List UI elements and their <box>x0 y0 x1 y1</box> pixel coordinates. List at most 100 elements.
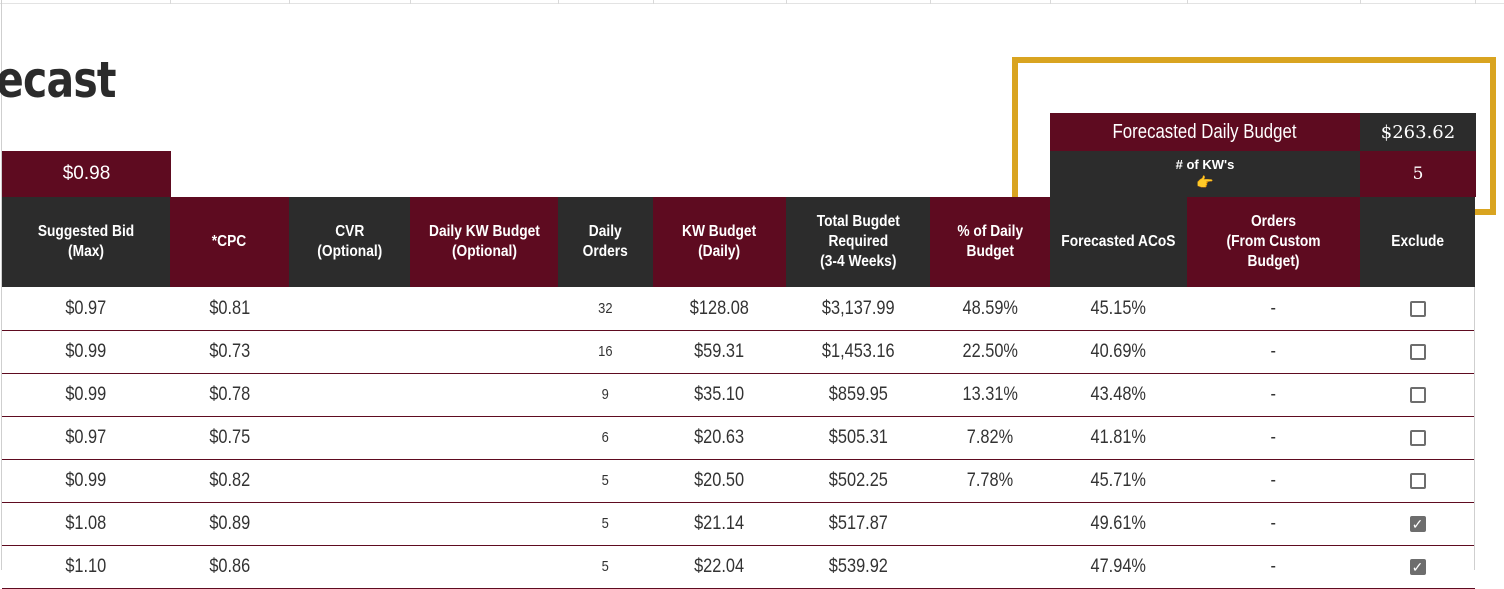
cell-cpc[interactable]: $0.75 <box>209 426 250 448</box>
cell-cvr[interactable] <box>289 287 410 330</box>
cell-bid[interactable]: $0.97 <box>65 426 107 448</box>
cell-kwb[interactable]: $21.14 <box>694 512 745 534</box>
cell-kwb[interactable]: $59.31 <box>694 340 745 362</box>
cell-pct[interactable]: 7.78% <box>966 469 1014 491</box>
table-row: $0.99 $0.78 9 $35.10 $859.95 13.31% 43.48% - <box>2 373 1475 416</box>
cell-orders[interactable]: 16 <box>598 343 613 360</box>
cell-dkb[interactable] <box>410 287 558 330</box>
cell-exclude <box>1360 459 1475 502</box>
cell-dkb[interactable] <box>410 459 558 502</box>
cell-cvr[interactable] <box>289 459 410 502</box>
cell-cpc[interactable]: $0.81 <box>209 297 250 319</box>
cell-acos[interactable]: 47.94% <box>1090 555 1147 577</box>
cell-dkb[interactable] <box>410 330 558 373</box>
cell-acos[interactable]: 49.61% <box>1090 512 1147 534</box>
cell-bid[interactable]: $0.99 <box>65 383 107 405</box>
table-row: $1.10 $0.86 5 $22.04 $539.92 47.94% - ✓ <box>2 545 1475 588</box>
table-row: $0.97 $0.81 32 $128.08 $3,137.99 48.59% 45.15%… <box>2 287 1475 330</box>
cell-total[interactable]: $505.31 <box>828 426 888 448</box>
row-divider <box>2 545 1475 546</box>
cell-cpc[interactable]: $0.82 <box>209 469 250 491</box>
exclude-checkbox[interactable] <box>1409 386 1426 403</box>
cell-pct[interactable]: 13.31% <box>962 383 1018 405</box>
cell-bid[interactable]: $1.10 <box>65 555 107 577</box>
cell-pct[interactable] <box>930 545 1050 588</box>
table-row: $1.08 $0.89 5 $21.14 $517.87 49.61% - ✓ <box>2 502 1475 545</box>
sheet-column-gridline <box>410 0 411 4</box>
cell-bid[interactable]: $0.99 <box>65 469 107 491</box>
sheet-column-gridline <box>930 0 931 4</box>
cell-kwb[interactable]: $128.08 <box>689 297 750 319</box>
cell-dkb[interactable] <box>410 373 558 416</box>
cell-cvr[interactable] <box>289 502 410 545</box>
cell-custom[interactable]: - <box>1270 340 1277 362</box>
exclude-checkbox[interactable] <box>1409 343 1426 360</box>
row-divider <box>2 373 1475 374</box>
cell-custom[interactable]: - <box>1270 555 1277 577</box>
sheet-column-gridline <box>170 0 171 4</box>
cell-orders[interactable]: 5 <box>601 558 610 575</box>
cell-custom[interactable]: - <box>1270 512 1277 534</box>
cell-acos[interactable]: 43.48% <box>1090 383 1147 405</box>
cell-total[interactable]: $539.92 <box>828 555 888 577</box>
cell-acos[interactable]: 41.81% <box>1090 426 1147 448</box>
exclude-checkbox[interactable] <box>1409 472 1426 489</box>
sheet-column-gridline <box>786 0 787 4</box>
cell-bid[interactable]: $0.99 <box>65 340 107 362</box>
cell-total[interactable]: $3,137.99 <box>821 297 895 319</box>
cell-cpc[interactable]: $0.89 <box>209 512 250 534</box>
header-daily-orders: Daily Orders <box>558 197 653 287</box>
cell-total[interactable]: $517.87 <box>828 512 888 534</box>
cell-cpc[interactable]: $0.86 <box>209 555 250 577</box>
cell-total[interactable]: $1,453.16 <box>821 340 895 362</box>
cell-kwb[interactable]: $35.10 <box>694 383 745 405</box>
cell-kwb[interactable]: $20.50 <box>694 469 745 491</box>
header-cvr: CVR (Optional) <box>289 197 410 287</box>
cell-dkb[interactable] <box>410 416 558 459</box>
cell-dkb[interactable] <box>410 545 558 588</box>
row-divider <box>2 502 1475 503</box>
cell-custom[interactable]: - <box>1270 426 1277 448</box>
cell-total[interactable]: $502.25 <box>828 469 888 491</box>
page-title: ecast <box>0 51 117 109</box>
cell-acos[interactable]: 45.71% <box>1090 469 1147 491</box>
cell-cpc[interactable]: $0.73 <box>209 340 250 362</box>
suggested-bid-max-cell[interactable]: $0.98 <box>2 151 171 197</box>
cell-bid[interactable]: $0.97 <box>65 297 107 319</box>
cell-cvr[interactable] <box>289 330 410 373</box>
cell-orders[interactable]: 32 <box>598 300 613 317</box>
cell-custom[interactable]: - <box>1270 469 1277 491</box>
cell-pct[interactable]: 7.82% <box>966 426 1014 448</box>
forecasted-daily-budget-value[interactable]: $263.62 <box>1360 113 1476 151</box>
kw-count-value[interactable]: 5 <box>1360 151 1476 197</box>
cell-orders[interactable]: 5 <box>601 515 610 532</box>
exclude-checkbox[interactable]: ✓ <box>1409 558 1426 575</box>
cell-orders[interactable]: 9 <box>601 386 610 403</box>
cell-bid[interactable]: $1.08 <box>65 512 107 534</box>
cell-acos[interactable]: 45.15% <box>1090 297 1147 319</box>
cell-kwb[interactable]: $22.04 <box>694 555 745 577</box>
exclude-checkbox[interactable]: ✓ <box>1409 515 1426 532</box>
cell-custom[interactable]: - <box>1270 297 1277 319</box>
cell-cvr[interactable] <box>289 545 410 588</box>
cell-custom[interactable]: - <box>1270 383 1277 405</box>
cell-dkb[interactable] <box>410 502 558 545</box>
sheet-column-gridline <box>1475 0 1476 4</box>
cell-pct[interactable]: 48.59% <box>962 297 1018 319</box>
cell-cvr[interactable] <box>289 416 410 459</box>
cell-pct[interactable] <box>930 502 1050 545</box>
cell-exclude <box>1360 330 1475 373</box>
cell-acos[interactable]: 40.69% <box>1090 340 1147 362</box>
cell-orders[interactable]: 6 <box>601 429 610 446</box>
exclude-checkbox[interactable] <box>1409 300 1426 317</box>
exclude-checkbox[interactable] <box>1409 429 1426 446</box>
cell-cpc[interactable]: $0.78 <box>209 383 250 405</box>
cell-kwb[interactable]: $20.63 <box>694 426 745 448</box>
cell-total[interactable]: $859.95 <box>828 383 888 405</box>
kw-count-label: # of KW's 👉 <box>1050 151 1360 197</box>
header-kw-budget: KW Budget (Daily) <box>653 197 786 287</box>
cell-exclude <box>1360 287 1475 330</box>
cell-cvr[interactable] <box>289 373 410 416</box>
cell-pct[interactable]: 22.50% <box>962 340 1018 362</box>
cell-orders[interactable]: 5 <box>601 472 610 489</box>
